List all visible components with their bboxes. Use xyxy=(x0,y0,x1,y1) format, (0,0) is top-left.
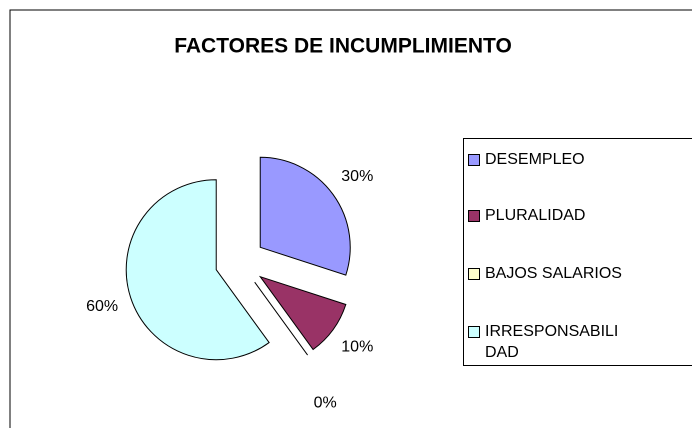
chart-frame xyxy=(9,9,692,428)
legend-item: BAJOS SALARIOS xyxy=(468,263,625,284)
pie-slice xyxy=(254,281,308,356)
pie-slice xyxy=(259,156,351,276)
data-label: 10% xyxy=(341,338,373,355)
legend-swatch xyxy=(468,268,480,280)
legend-label: BAJOS SALARIOS xyxy=(485,265,622,282)
legend-label: DESEMPLEO xyxy=(485,151,585,168)
legend-label: PLURALIDAD xyxy=(485,207,586,224)
legend-swatch xyxy=(468,326,480,338)
pie: 30% 10% 0% 60% xyxy=(86,156,373,412)
legend-item: DESEMPLEO xyxy=(468,149,625,170)
legend-item: IRRESPONSABILIDAD xyxy=(468,321,625,363)
data-label: 60% xyxy=(86,298,118,315)
legend-swatch xyxy=(468,210,480,222)
legend-label: IRRESPONSABILIDAD xyxy=(485,323,619,361)
legend: DESEMPLEO PLURALIDAD BAJOS SALARIOS IRRESPO… xyxy=(463,138,692,366)
legend-swatch xyxy=(468,154,480,166)
pie-slice xyxy=(125,179,270,361)
pie-slice xyxy=(258,275,347,351)
legend-item: PLURALIDAD xyxy=(468,205,625,226)
data-label: 0% xyxy=(314,395,337,412)
data-label: 30% xyxy=(341,168,373,185)
chart-title: FACTORES DE INCUMPLIMIENTO xyxy=(174,35,512,58)
